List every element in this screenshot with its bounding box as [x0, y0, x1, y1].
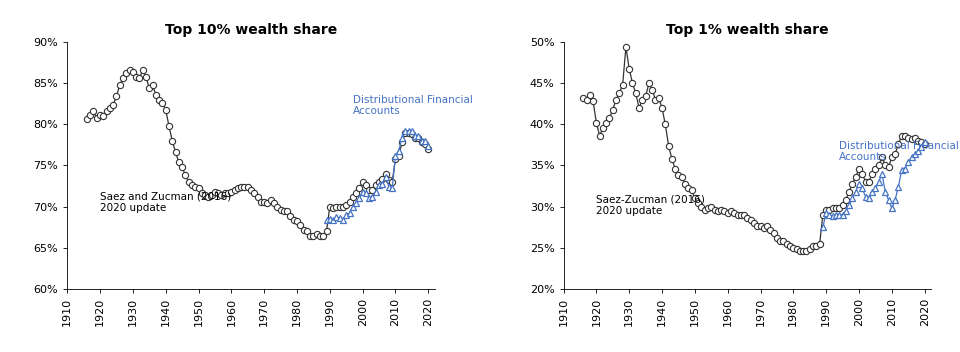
Title: Top 10% wealth share: Top 10% wealth share	[165, 23, 337, 37]
Text: Saez and Zucman (2016)
2020 update: Saez and Zucman (2016) 2020 update	[100, 192, 231, 213]
Text: Distributional Financial
Accounts: Distributional Financial Accounts	[839, 141, 959, 162]
Title: Top 1% wealth share: Top 1% wealth share	[666, 23, 828, 37]
Text: Distributional Financial
Accounts: Distributional Financial Accounts	[352, 95, 472, 117]
Text: Saez-Zucman (2016)
2020 update: Saez-Zucman (2016) 2020 update	[596, 194, 706, 216]
